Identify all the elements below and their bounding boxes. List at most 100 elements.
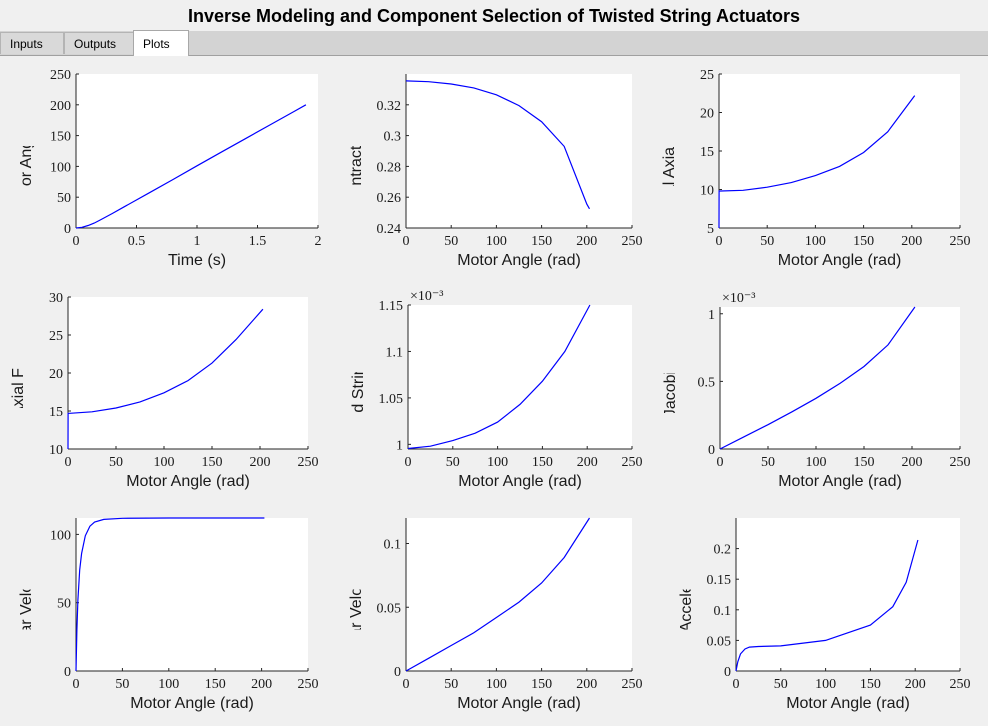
x-axis-label: Time (s) — [168, 252, 226, 269]
plot-area — [76, 74, 318, 228]
x-tick-label: 0 — [403, 677, 410, 692]
y-tick-label: 1 — [396, 438, 403, 453]
y-tick-label: 200 — [50, 99, 71, 114]
plot-area — [720, 307, 960, 449]
y-axis-label: Predicted String Radius, R — [350, 283, 367, 472]
tab-outputs[interactable]: Outputs — [64, 32, 134, 54]
x-tick-label: 50 — [115, 677, 129, 692]
y-tick-label: 0 — [724, 665, 731, 680]
series-line — [719, 306, 916, 450]
x-axis-label: Motor Angle (rad) — [130, 695, 254, 712]
plot-area — [76, 518, 308, 671]
x-axis-label: Motor Angle (rad) — [458, 473, 582, 490]
y-tick-label: 0.3 — [384, 130, 402, 145]
x-tick-label: 200 — [576, 677, 597, 692]
x-tick-label: 150 — [860, 677, 881, 692]
y-axis-label: Contraction (m) — [348, 96, 365, 206]
y-tick-label: 50 — [57, 597, 71, 612]
x-tick-label: 50 — [444, 234, 458, 249]
y-tick-label: 20 — [49, 367, 63, 382]
y-tick-label: 30 — [49, 291, 63, 306]
x-tick-label: 100 — [815, 677, 836, 692]
y-tick-label: 0.28 — [377, 160, 402, 175]
x-tick-label: 150 — [205, 677, 226, 692]
x-tick-label: 150 — [532, 455, 553, 470]
x-tick-label: 250 — [622, 234, 643, 249]
x-tick-label: 200 — [901, 234, 922, 249]
x-tick-label: 100 — [486, 234, 507, 249]
plot-area — [719, 74, 960, 228]
app-title: Inverse Modeling and Component Selection… — [187, 6, 801, 26]
series-line — [405, 517, 591, 672]
x-axis-label: Motor Angle (rad) — [457, 695, 581, 712]
x-axis-label: Motor Angle (rad) — [778, 252, 902, 269]
y-tick-label: 0.05 — [377, 601, 402, 616]
series-line — [67, 308, 264, 450]
y-tick-label: 1.15 — [379, 299, 404, 314]
series-line — [405, 80, 591, 210]
x-tick-label: 1.5 — [249, 234, 267, 249]
x-tick-label: 250 — [622, 677, 643, 692]
y-tick-label: 0.1 — [384, 538, 402, 553]
x-tick-label: 50 — [761, 455, 775, 470]
y-tick-label: 50 — [57, 191, 71, 206]
x-tick-label: 50 — [444, 677, 458, 692]
y-exponent-label: ×10⁻³ — [722, 291, 755, 306]
y-tick-label: 20 — [700, 107, 714, 122]
series-line — [718, 95, 916, 229]
x-tick-label: 200 — [250, 455, 271, 470]
x-tick-label: 250 — [298, 677, 319, 692]
x-tick-label: 0 — [717, 455, 724, 470]
y-axis-label: Linear Velocity (m/s) — [348, 522, 365, 667]
x-tick-label: 200 — [577, 455, 598, 470]
x-tick-label: 50 — [446, 455, 460, 470]
y-tick-label: 5 — [707, 222, 714, 237]
y-axis-label: External Axial Force, Fz ( — [661, 61, 678, 240]
x-tick-label: 2 — [315, 234, 322, 249]
plot-area — [406, 518, 632, 671]
y-tick-label: 0.1 — [714, 604, 732, 619]
series-line — [75, 517, 265, 672]
chart-7: 0 50 100 150 200 250 0 50 100 Motor Angle (rad) An… — [18, 517, 319, 712]
x-axis-label: Motor Angle (rad) — [126, 473, 250, 490]
series-line — [407, 304, 591, 450]
x-axis-label: Motor Angle (rad) — [778, 473, 902, 490]
y-tick-label: 15 — [700, 145, 714, 160]
y-axis-label: TSA Jacobian, H (m) — [662, 304, 679, 452]
chart-8: 0 50 100 150 200 250 0 0.05 0.1 Motor Angle (rad)… — [348, 517, 643, 712]
y-exponent-label: ×10⁻³ — [410, 289, 443, 304]
y-tick-label: 0.15 — [707, 573, 732, 588]
y-tick-label: 0 — [64, 222, 71, 237]
y-tick-label: 0 — [394, 665, 401, 680]
tab-bar: Inputs Outputs Plots — [0, 30, 988, 56]
tab-plots[interactable]: Plots — [133, 30, 189, 56]
x-tick-label: 0 — [733, 677, 740, 692]
x-tick-label: 100 — [806, 455, 827, 470]
y-tick-label: 250 — [50, 68, 71, 83]
x-tick-label: 0.5 — [128, 234, 146, 249]
x-tick-label: 100 — [154, 455, 175, 470]
x-tick-label: 100 — [486, 677, 507, 692]
y-tick-label: 1.05 — [379, 392, 404, 407]
x-tick-label: 250 — [950, 234, 971, 249]
x-tick-label: 0 — [405, 455, 412, 470]
x-tick-label: 0 — [73, 234, 80, 249]
x-tick-label: 100 — [158, 677, 179, 692]
y-axis-label: Total Axial Force, F (N) — [10, 292, 27, 455]
x-tick-label: 0 — [716, 234, 723, 249]
x-tick-label: 200 — [576, 234, 597, 249]
chart-9: 0 50 100 150 200 250 0 0.05 0.1 0.15 0.2 Motor Angl… — [678, 518, 971, 712]
series-line — [75, 104, 307, 229]
y-tick-label: 0.5 — [698, 375, 716, 390]
x-tick-label: 250 — [950, 677, 971, 692]
chart-4: 0 50 100 150 200 250 10 15 20 25 30 Motor Angle (ra… — [10, 291, 319, 490]
x-tick-label: 50 — [760, 234, 774, 249]
x-tick-label: 200 — [905, 677, 926, 692]
x-axis-label: Motor Angle (rad) — [786, 695, 910, 712]
x-tick-label: 0 — [65, 455, 72, 470]
y-tick-label: 100 — [50, 160, 71, 175]
plot-area — [408, 305, 632, 449]
tab-inputs[interactable]: Inputs — [0, 32, 64, 54]
chart-1: 0 0.5 1 1.5 2 0 50 100 150 200 250 Time (s) Motor An… — [18, 68, 322, 269]
